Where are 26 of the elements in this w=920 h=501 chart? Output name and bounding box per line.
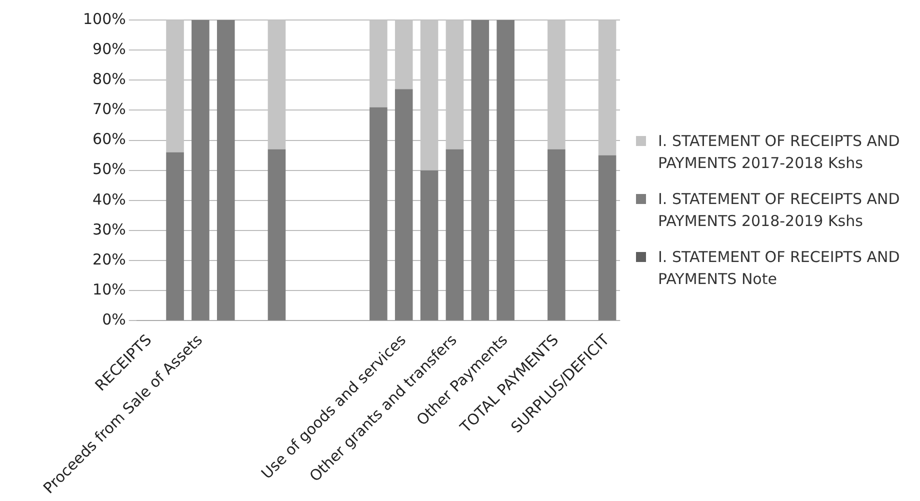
y-tick-label: 70%: [92, 100, 126, 118]
bar: [216, 20, 235, 320]
y-tick-label: 30%: [92, 220, 126, 238]
y-tick-label: 50%: [92, 160, 126, 178]
y-tick-label: 40%: [92, 190, 126, 208]
bar: [394, 89, 413, 320]
legend-label: I. STATEMENT OF RECEIPTS AND PAYMENTS 2018-2019 Kshs: [658, 189, 901, 232]
bar: [496, 20, 514, 320]
legend-label: I. STATEMENT OF RECEIPTS AND PAYMENTS 2017-2018 Kshs: [658, 131, 901, 174]
bar: [598, 155, 616, 320]
bar: [166, 152, 184, 320]
y-tick-label: 0%: [102, 310, 126, 329]
bar: [471, 20, 490, 320]
bar: [548, 149, 566, 320]
y-tick-label: 90%: [92, 40, 126, 58]
y-tick-label: 10%: [92, 280, 126, 299]
bar: [370, 107, 388, 320]
y-tick-label: 60%: [92, 130, 126, 148]
bar: [268, 149, 286, 320]
bar: [192, 20, 210, 320]
y-tick-label: 20%: [92, 250, 126, 268]
bar: [420, 170, 438, 320]
y-tick-label: 100%: [82, 10, 126, 28]
y-tick-label: 80%: [92, 70, 126, 88]
legend-label: I. STATEMENT OF RECEIPTS AND PAYMENTS Note: [658, 247, 901, 290]
bar: [446, 149, 464, 320]
